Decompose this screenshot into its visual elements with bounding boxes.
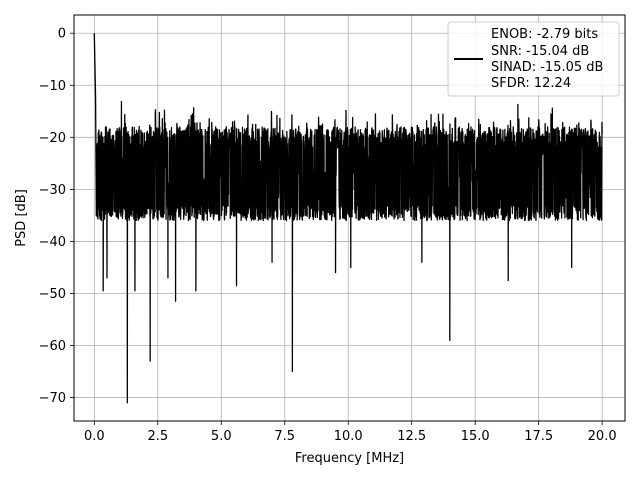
x-tick-label: 0.0 bbox=[84, 429, 105, 444]
y-tick-label: 0 bbox=[58, 27, 66, 42]
x-axis-label: Frequency [MHz] bbox=[295, 451, 404, 466]
legend-line-sfdr: SFDR: 12.24 bbox=[491, 76, 571, 91]
y-axis-label: PSD [dB] bbox=[14, 189, 29, 247]
x-tick-label: 17.5 bbox=[524, 429, 553, 444]
legend-line-snr: SNR: -15.04 dB bbox=[491, 44, 589, 59]
legend-box bbox=[447, 21, 620, 97]
y-tick-label: −40 bbox=[39, 235, 66, 250]
y-tick-label: −70 bbox=[39, 391, 66, 406]
x-tick-label: 15.0 bbox=[461, 429, 490, 444]
x-tick-label: 5.0 bbox=[211, 429, 232, 444]
y-tick-label: −10 bbox=[39, 79, 66, 94]
y-tick-label: −50 bbox=[39, 287, 66, 302]
legend-line-enob: ENOB: -2.79 bits bbox=[491, 27, 598, 42]
legend-line-sinad: SINAD: -15.05 dB bbox=[491, 60, 603, 75]
x-tick-label: 2.5 bbox=[147, 429, 168, 444]
y-tick-label: −20 bbox=[39, 131, 66, 146]
legend: ENOB: -2.79 bits SNR: -15.04 dB SINAD: -… bbox=[447, 21, 620, 97]
x-tick-label: 20.0 bbox=[588, 429, 617, 444]
y-tick-label: −60 bbox=[39, 339, 66, 354]
plot-frame bbox=[73, 14, 626, 422]
psd-series-line bbox=[93, 33, 603, 404]
x-tick-label: 7.5 bbox=[274, 429, 295, 444]
ticks: 0.0 2.5 5.0 7.5 10.0 12.5 15.0 17.5 20.0 0 −10 −20 −… bbox=[39, 27, 617, 444]
x-tick-label: 10.0 bbox=[334, 429, 363, 444]
series-layer bbox=[93, 33, 603, 404]
x-tick-label: 12.5 bbox=[397, 429, 426, 444]
y-tick-label: −30 bbox=[39, 183, 66, 198]
